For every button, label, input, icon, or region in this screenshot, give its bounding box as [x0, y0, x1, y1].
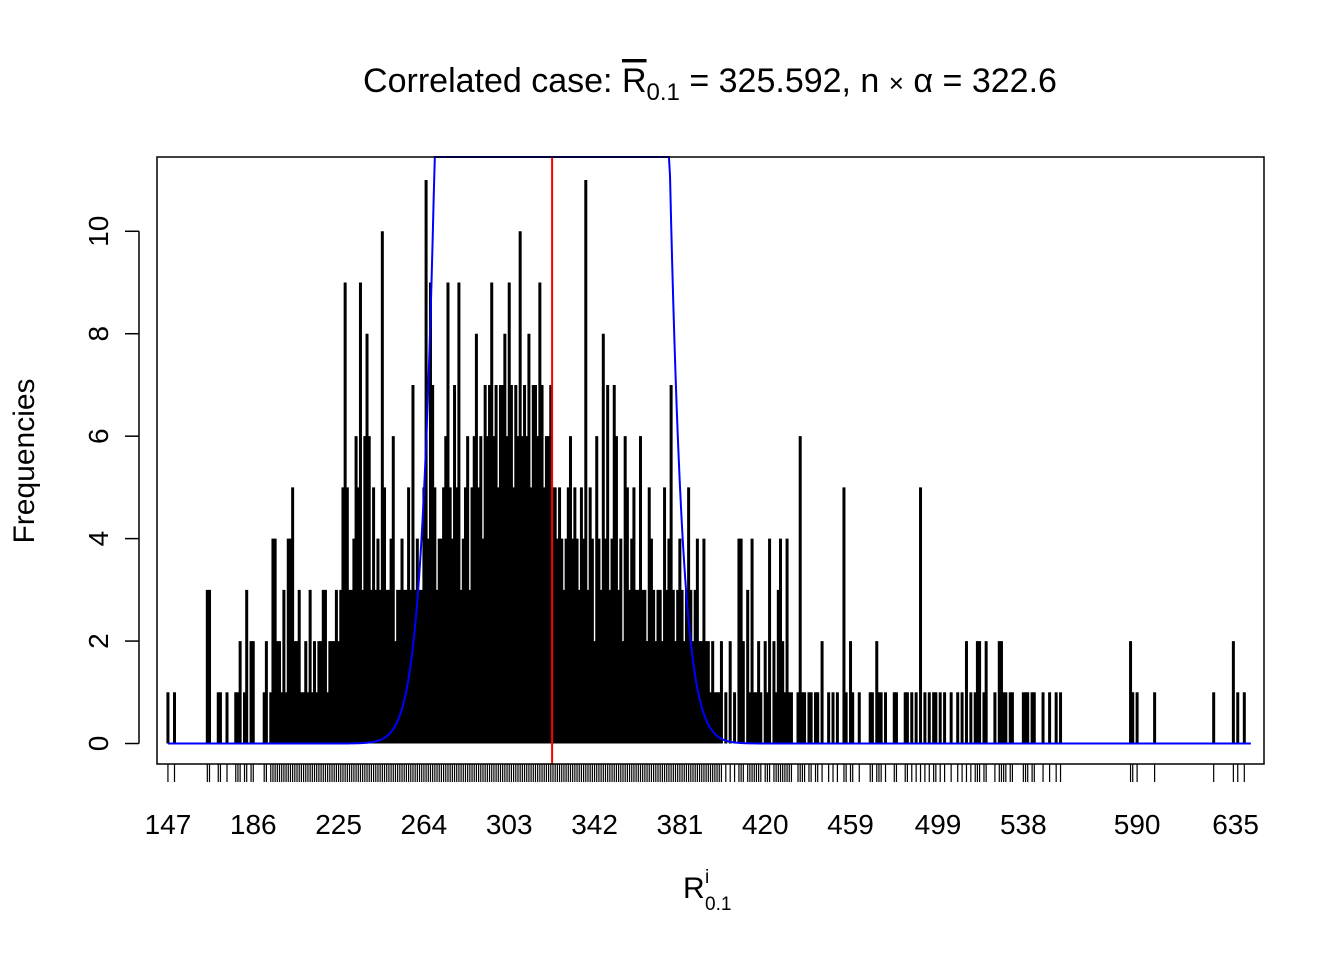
density-curve	[167, 156, 1251, 745]
x-tick-label: 225	[315, 809, 362, 840]
x-tick-label: 186	[230, 809, 277, 840]
title-prefix: Correlated case:	[363, 62, 622, 100]
x-tick-label: 538	[1000, 809, 1047, 840]
plot-frame	[156, 156, 1265, 765]
y-tick-label: 6	[83, 428, 114, 444]
x-tick-label: 420	[742, 809, 789, 840]
y-tick-label: 4	[83, 531, 114, 547]
x-axis-title-superscript: i	[705, 867, 709, 888]
x-tick-label: 499	[915, 809, 962, 840]
y-tick-label: 10	[83, 216, 114, 247]
x-tick-label: 147	[145, 809, 192, 840]
x-tick-label: 381	[657, 809, 704, 840]
histogram-bars	[166, 180, 1246, 744]
title-rbar-subscript: 0.1	[647, 79, 680, 106]
x-axis: 147 186 225 264 303 342 381 420 459 499 538 590 635	[145, 809, 1259, 840]
svg-text:Correlated case: R0.1 = 325.59: Correlated case: R0.1 = 325.592, n × α =…	[363, 62, 1057, 106]
x-axis-title-main: R	[683, 872, 705, 905]
y-axis: 0 2 4 6 8 10	[83, 216, 140, 752]
x-axis-title: R i 0.1	[683, 867, 731, 915]
title-alpha-value: = 322.6	[933, 62, 1057, 100]
svg-text:R: R	[683, 872, 705, 905]
title-rbar-value: = 325.592, n	[680, 62, 889, 100]
y-tick-label-group: 8	[83, 326, 114, 342]
x-tick-label: 303	[486, 809, 533, 840]
title-rbar: R	[622, 62, 647, 100]
y-tick-label-group: 10	[83, 216, 114, 247]
x-axis-title-subscript: 0.1	[705, 894, 731, 915]
y-tick-label-group: 0	[83, 736, 114, 752]
title-times-symbol: ×	[889, 68, 904, 98]
y-tick-label-group: 6	[83, 428, 114, 444]
y-axis-title: Frequencies	[8, 378, 41, 543]
rug-marks	[167, 764, 1245, 782]
x-tick-label: 264	[401, 809, 448, 840]
y-tick-label: 0	[83, 736, 114, 752]
chart-title: Correlated case: R0.1 = 325.592, n × α =…	[363, 62, 1057, 106]
y-tick-label-group: 2	[83, 633, 114, 649]
x-tick-label: 342	[571, 809, 618, 840]
x-tick-label: 635	[1212, 809, 1259, 840]
y-tick-label: 2	[83, 633, 114, 649]
title-alpha: α	[904, 62, 933, 100]
y-tick-label: 8	[83, 326, 114, 342]
x-tick-label: 459	[827, 809, 874, 840]
y-tick-label-group: 4	[83, 531, 114, 547]
y-axis-title-text: Frequencies	[8, 378, 41, 543]
x-tick-label: 590	[1114, 809, 1161, 840]
